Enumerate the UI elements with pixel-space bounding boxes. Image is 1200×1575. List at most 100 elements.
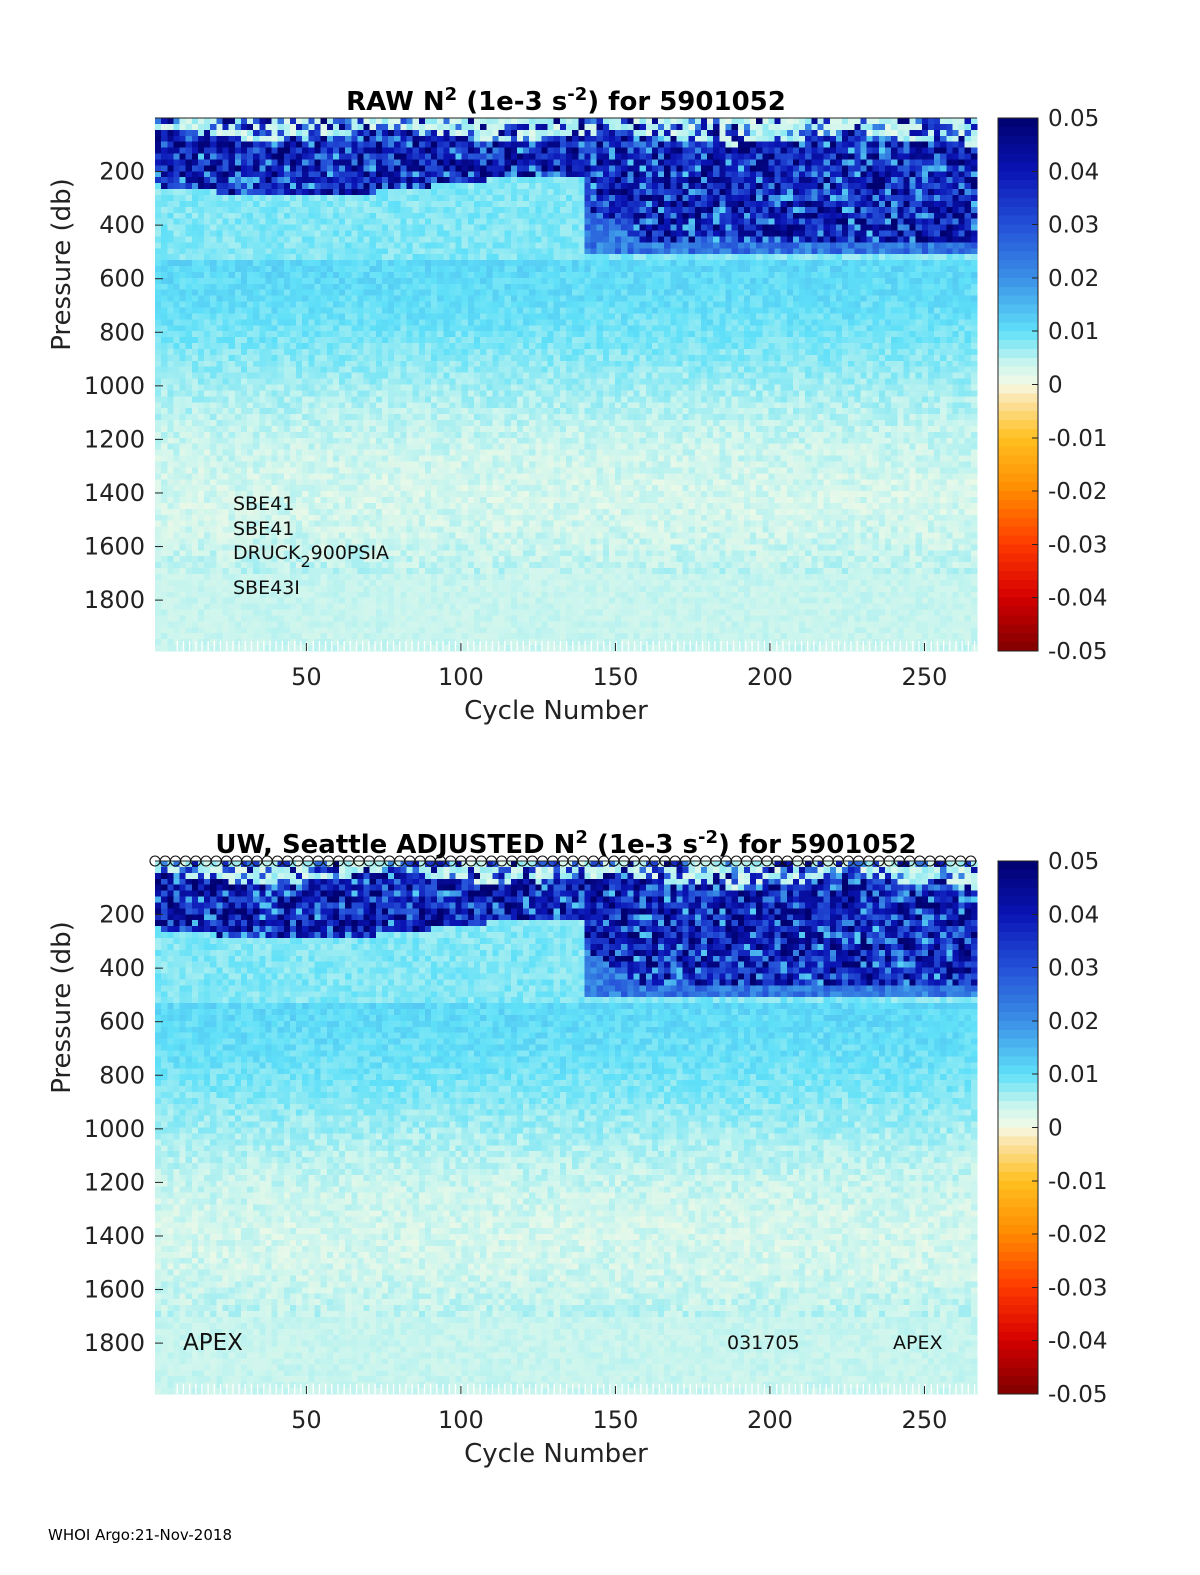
heatmap-cell <box>173 177 181 184</box>
heatmap-cell <box>394 461 401 469</box>
heatmap-cell <box>369 307 377 315</box>
heatmap-cell <box>431 621 438 628</box>
heatmap-cell <box>424 520 432 528</box>
heatmap-cell <box>424 627 432 634</box>
heatmap-cell <box>302 337 309 344</box>
heatmap-cell <box>289 135 297 143</box>
heatmap-cell <box>277 544 285 551</box>
heatmap-cell <box>320 313 328 320</box>
heatmap-cell <box>339 123 346 131</box>
heatmap-cell <box>234 260 242 267</box>
heatmap-cell <box>222 568 230 575</box>
heatmap-cell <box>253 248 260 255</box>
heatmap-cell <box>314 301 322 309</box>
heatmap-cell <box>480 538 487 545</box>
heatmap-cell <box>173 183 181 190</box>
heatmap-cell <box>247 473 254 480</box>
heatmap-cell <box>167 609 174 617</box>
heatmap-cell <box>179 118 187 125</box>
heatmap-cell <box>388 491 395 498</box>
heatmap-cell <box>314 621 322 628</box>
heatmap-cell <box>351 431 359 439</box>
heatmap-cell <box>375 366 383 374</box>
heatmap-cell <box>394 206 401 214</box>
heatmap-cell <box>210 603 217 611</box>
heatmap-cell <box>449 556 457 563</box>
heatmap-cell <box>345 485 352 492</box>
heatmap-cell <box>277 520 285 528</box>
heatmap-cell <box>461 289 469 297</box>
heatmap-cell <box>296 615 303 622</box>
heatmap-cell <box>351 437 359 445</box>
heatmap-cell <box>302 194 309 202</box>
heatmap-cell <box>375 301 383 309</box>
heatmap-cell <box>326 277 334 285</box>
heatmap-cell <box>161 129 168 137</box>
heatmap-cell <box>228 159 236 166</box>
heatmap-cell <box>443 218 451 226</box>
heatmap-cell <box>302 532 309 540</box>
heatmap-cell <box>265 615 273 622</box>
heatmap-cell <box>437 319 444 326</box>
heatmap-cell <box>271 402 279 409</box>
heatmap-cell <box>394 497 401 504</box>
heatmap-cell <box>216 414 224 421</box>
heatmap-cell <box>222 449 230 457</box>
heatmap-cell <box>247 266 254 273</box>
heatmap-cell <box>332 390 340 397</box>
heatmap-cell <box>228 390 236 397</box>
heatmap-cell <box>400 491 408 498</box>
heatmap-cell <box>375 526 383 534</box>
heatmap-cell <box>431 171 438 178</box>
heatmap-cell <box>222 354 230 362</box>
heatmap-cell <box>234 408 242 415</box>
heatmap-cell <box>388 526 395 534</box>
heatmap-cell <box>486 236 493 243</box>
heatmap-cell <box>455 609 463 617</box>
heatmap-cell <box>406 372 414 380</box>
heatmap-cell <box>412 283 420 291</box>
heatmap-cell <box>363 313 371 320</box>
heatmap-cell <box>161 514 168 522</box>
heatmap-cell <box>204 508 211 516</box>
heatmap-cell <box>424 307 432 315</box>
heatmap-cell <box>406 437 414 445</box>
heatmap-cell <box>480 443 487 451</box>
heatmap-cell <box>222 319 230 326</box>
heatmap-cell <box>418 372 426 380</box>
heatmap-cell <box>351 603 359 611</box>
heatmap-cell <box>455 319 463 326</box>
heatmap-cell <box>185 153 193 161</box>
heatmap-cell <box>173 538 181 545</box>
heatmap-cell <box>259 508 267 516</box>
heatmap-cell <box>210 260 217 267</box>
heatmap-cell <box>418 585 426 593</box>
heatmap-cell <box>265 260 273 267</box>
heatmap-cell <box>449 579 457 587</box>
heatmap-cell <box>455 183 463 190</box>
heatmap-cell <box>326 491 334 498</box>
heatmap-cell <box>326 609 334 617</box>
heatmap-cell <box>357 354 365 362</box>
heatmap-cell <box>289 591 297 599</box>
heatmap-cell <box>486 579 493 587</box>
heatmap-cell <box>443 224 451 232</box>
heatmap-cell <box>363 177 371 184</box>
heatmap-cell <box>271 408 279 415</box>
heatmap-cell <box>308 135 316 143</box>
heatmap-cell <box>271 485 279 492</box>
heatmap-cell <box>265 597 273 605</box>
heatmap-cell <box>210 343 217 350</box>
heatmap-cell <box>197 526 205 534</box>
heatmap-cell <box>412 402 420 409</box>
heatmap-cell <box>185 544 193 551</box>
heatmap-cell <box>253 431 260 439</box>
heatmap-cell <box>351 129 359 137</box>
heatmap-cell <box>240 331 248 338</box>
heatmap-cell <box>339 295 346 303</box>
heatmap-cell <box>443 254 451 261</box>
heatmap-cell <box>461 574 469 581</box>
heatmap-cell <box>185 123 193 131</box>
heatmap-cell <box>345 159 352 166</box>
heatmap-cell <box>486 556 493 563</box>
